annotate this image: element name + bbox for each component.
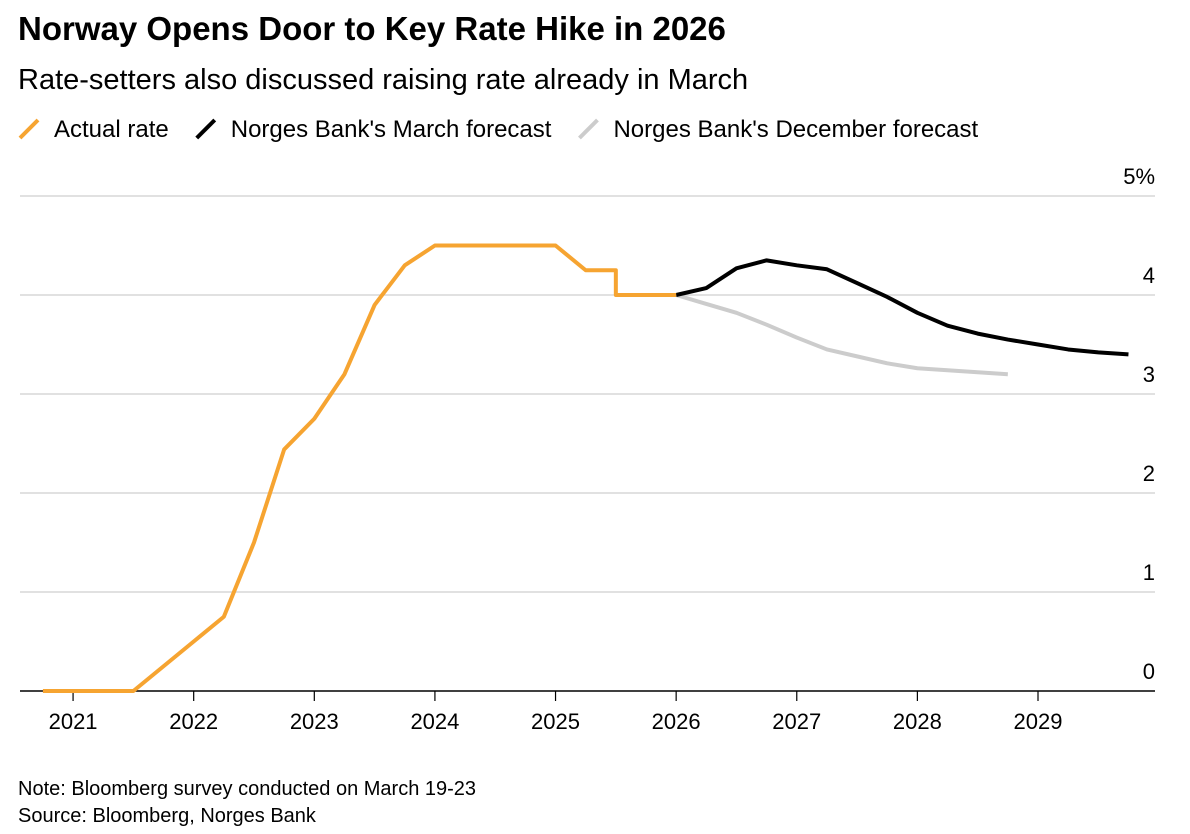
line	[42, 243, 677, 693]
x-tick-label: 2026	[652, 709, 701, 734]
legend-label: Actual rate	[54, 116, 169, 143]
note: Note: Bloomberg survey conducted on Marc…	[18, 778, 476, 800]
legend-swatch	[578, 118, 599, 140]
legend-label: Norges Bank's December forecast	[613, 116, 978, 143]
legend-label: Norges Bank's March forecast	[231, 116, 552, 143]
x-tick-label: 2027	[772, 709, 821, 734]
source: Source: Bloomberg, Norges Bank	[18, 805, 317, 827]
y-tick-label: 2	[1143, 461, 1155, 486]
y-tick-label: 0	[1143, 659, 1155, 684]
line	[675, 293, 1008, 377]
line	[675, 258, 1129, 357]
x-tick-label: 2021	[49, 709, 98, 734]
legend-swatch	[195, 118, 217, 140]
y-tick-label: 3	[1143, 362, 1155, 387]
y-tick-label: 1	[1143, 560, 1155, 585]
legend-swatch	[18, 118, 40, 140]
x-tick-label: 2029	[1014, 709, 1063, 734]
x-tick-label: 2023	[290, 709, 339, 734]
legend: Actual rate Norges Bank's March forecast N…	[18, 116, 979, 143]
y-tick-label: 4	[1143, 263, 1155, 288]
y-tick-label: 5%	[1123, 164, 1155, 189]
x-tick-label: 2028	[893, 709, 942, 734]
x-tick-label: 2024	[410, 709, 459, 734]
chart-title: Norway Opens Door to Key Rate Hike in 20…	[18, 10, 726, 47]
chart-subtitle: Rate-setters also discussed raising rate…	[18, 64, 748, 96]
x-tick-label: 2025	[531, 709, 580, 734]
x-tick-label: 2022	[169, 709, 218, 734]
